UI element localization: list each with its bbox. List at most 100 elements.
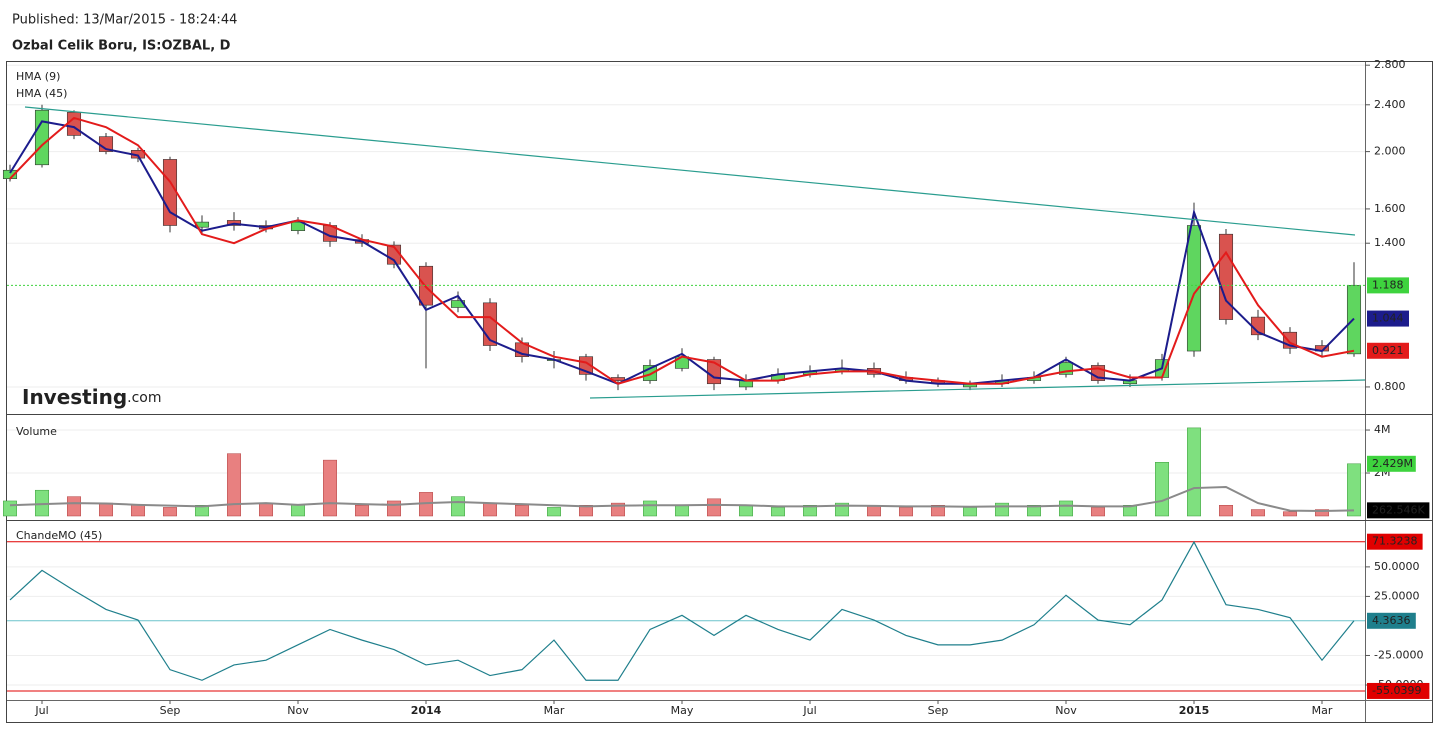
value-badge-label: 262.546K xyxy=(1372,503,1425,516)
volume-bar xyxy=(771,507,785,517)
volume-bar xyxy=(291,505,305,517)
volume-bar xyxy=(803,505,817,517)
trendline xyxy=(589,379,1366,399)
x-tick-label: Mar xyxy=(544,704,565,717)
value-badge-label: 1.188 xyxy=(1372,278,1404,291)
volume-bar xyxy=(547,507,561,517)
indicator-line xyxy=(9,120,1355,385)
panel-title: ChandeMO (45) xyxy=(16,529,102,542)
x-tick-label: May xyxy=(671,704,694,717)
volume-bar xyxy=(1155,462,1169,517)
y-tick-label: 4M xyxy=(1374,423,1391,436)
value-badge-label: 0.921 xyxy=(1372,344,1404,357)
candle-body xyxy=(66,112,82,136)
labels: 0.800 1.400 1.600 2.000 2.400 2.800 HMA (9) HMA… xyxy=(16,58,1430,717)
x-tick-label: Jul xyxy=(802,704,816,717)
y-tick-label: 1.400 xyxy=(1374,236,1406,249)
volume-bar xyxy=(1091,507,1105,517)
legend-label: HMA (9) xyxy=(16,70,60,83)
y-tick-label: 0.800 xyxy=(1374,380,1406,393)
logo-brand: Investing xyxy=(22,385,127,409)
y-tick-label: 2.400 xyxy=(1374,98,1406,111)
volume-bar xyxy=(579,505,593,517)
candle-body xyxy=(1186,225,1202,352)
y-tick-label: -25.0000 xyxy=(1374,648,1423,661)
panel-title: Volume xyxy=(16,425,57,438)
volume-bar xyxy=(99,502,113,517)
volume-bar xyxy=(355,505,369,517)
volume-bar xyxy=(899,507,913,517)
volume-bar xyxy=(1059,500,1073,517)
value-badge-label: 2.429M xyxy=(1372,457,1413,470)
volume-bar xyxy=(323,459,337,517)
volume-bar xyxy=(1283,511,1297,517)
volume-bar xyxy=(1251,509,1265,517)
value-badge-label: 71.3238 xyxy=(1372,535,1418,548)
volume-bar xyxy=(483,502,497,517)
y-tick-label: 1.600 xyxy=(1374,202,1406,215)
y-tick-label: 25.0000 xyxy=(1374,589,1420,602)
volume-bar xyxy=(1347,463,1361,517)
x-tick-label: 2015 xyxy=(1179,704,1210,717)
volume-average xyxy=(9,485,1355,513)
trendline xyxy=(24,106,1356,236)
x-tick-label: Sep xyxy=(160,704,181,717)
y-tick-label: 2.000 xyxy=(1374,145,1406,158)
volume-bar xyxy=(195,505,209,517)
volume-bar xyxy=(1123,505,1137,517)
candle-body xyxy=(1218,233,1234,320)
value-badge xyxy=(1367,277,1409,294)
value-badge-label: 1.044 xyxy=(1372,312,1404,325)
frame xyxy=(6,61,1433,723)
volume-bar xyxy=(387,500,401,517)
volume-bar xyxy=(643,500,657,517)
logo: Investing.com xyxy=(22,385,162,409)
volume-bar xyxy=(995,502,1009,517)
value-badge xyxy=(1367,455,1416,472)
volume-bar xyxy=(259,502,273,517)
volume-bar xyxy=(131,505,145,517)
x-tick-label: 2014 xyxy=(411,704,442,717)
volume-bar xyxy=(739,505,753,517)
volume-bar xyxy=(163,507,177,517)
value-badge xyxy=(1367,502,1430,519)
volume-bar xyxy=(963,507,977,517)
candle-body xyxy=(1058,362,1074,375)
volume-bar xyxy=(931,505,945,517)
x-tick-label: Sep xyxy=(928,704,949,717)
volume-bar xyxy=(1315,509,1329,517)
value-badge-label: 4.3636 xyxy=(1372,614,1411,627)
symbol: Ozbal Celik Boru, IS:OZBAL, D xyxy=(12,39,231,54)
plot-area xyxy=(2,64,1365,692)
x-tick-label: Mar xyxy=(1312,704,1333,717)
value-badge xyxy=(1367,533,1423,550)
volume-bar xyxy=(67,496,81,517)
volume-bar xyxy=(675,505,689,517)
volume-bar xyxy=(227,453,241,517)
volume-bar xyxy=(515,505,529,517)
y-tick-label: 2.800 xyxy=(1374,58,1406,71)
volume-bar xyxy=(1027,505,1041,517)
value-badge xyxy=(1367,682,1430,699)
volume-bar xyxy=(707,498,721,517)
volume-bar xyxy=(1187,427,1201,517)
legend-label: HMA (45) xyxy=(16,87,67,100)
candle-body xyxy=(34,109,50,166)
volume-bar xyxy=(3,500,17,517)
cmo-line xyxy=(9,540,1355,681)
candle-body xyxy=(290,221,306,231)
volume-bar xyxy=(451,496,465,517)
value-badge-label: -55.0399 xyxy=(1372,684,1421,697)
value-badge xyxy=(1367,310,1409,327)
logo-suffix: .com xyxy=(127,390,161,406)
published: Published: 13/Mar/2015 - 18:24:44 xyxy=(12,13,237,28)
x-tick-label: Nov xyxy=(287,704,309,717)
value-badge xyxy=(1367,612,1416,629)
volume-bar xyxy=(1219,505,1233,517)
value-badge xyxy=(1367,342,1409,359)
indicator-line xyxy=(9,116,1355,385)
x-tick-label: Nov xyxy=(1055,704,1077,717)
x-tick-label: Jul xyxy=(34,704,48,717)
